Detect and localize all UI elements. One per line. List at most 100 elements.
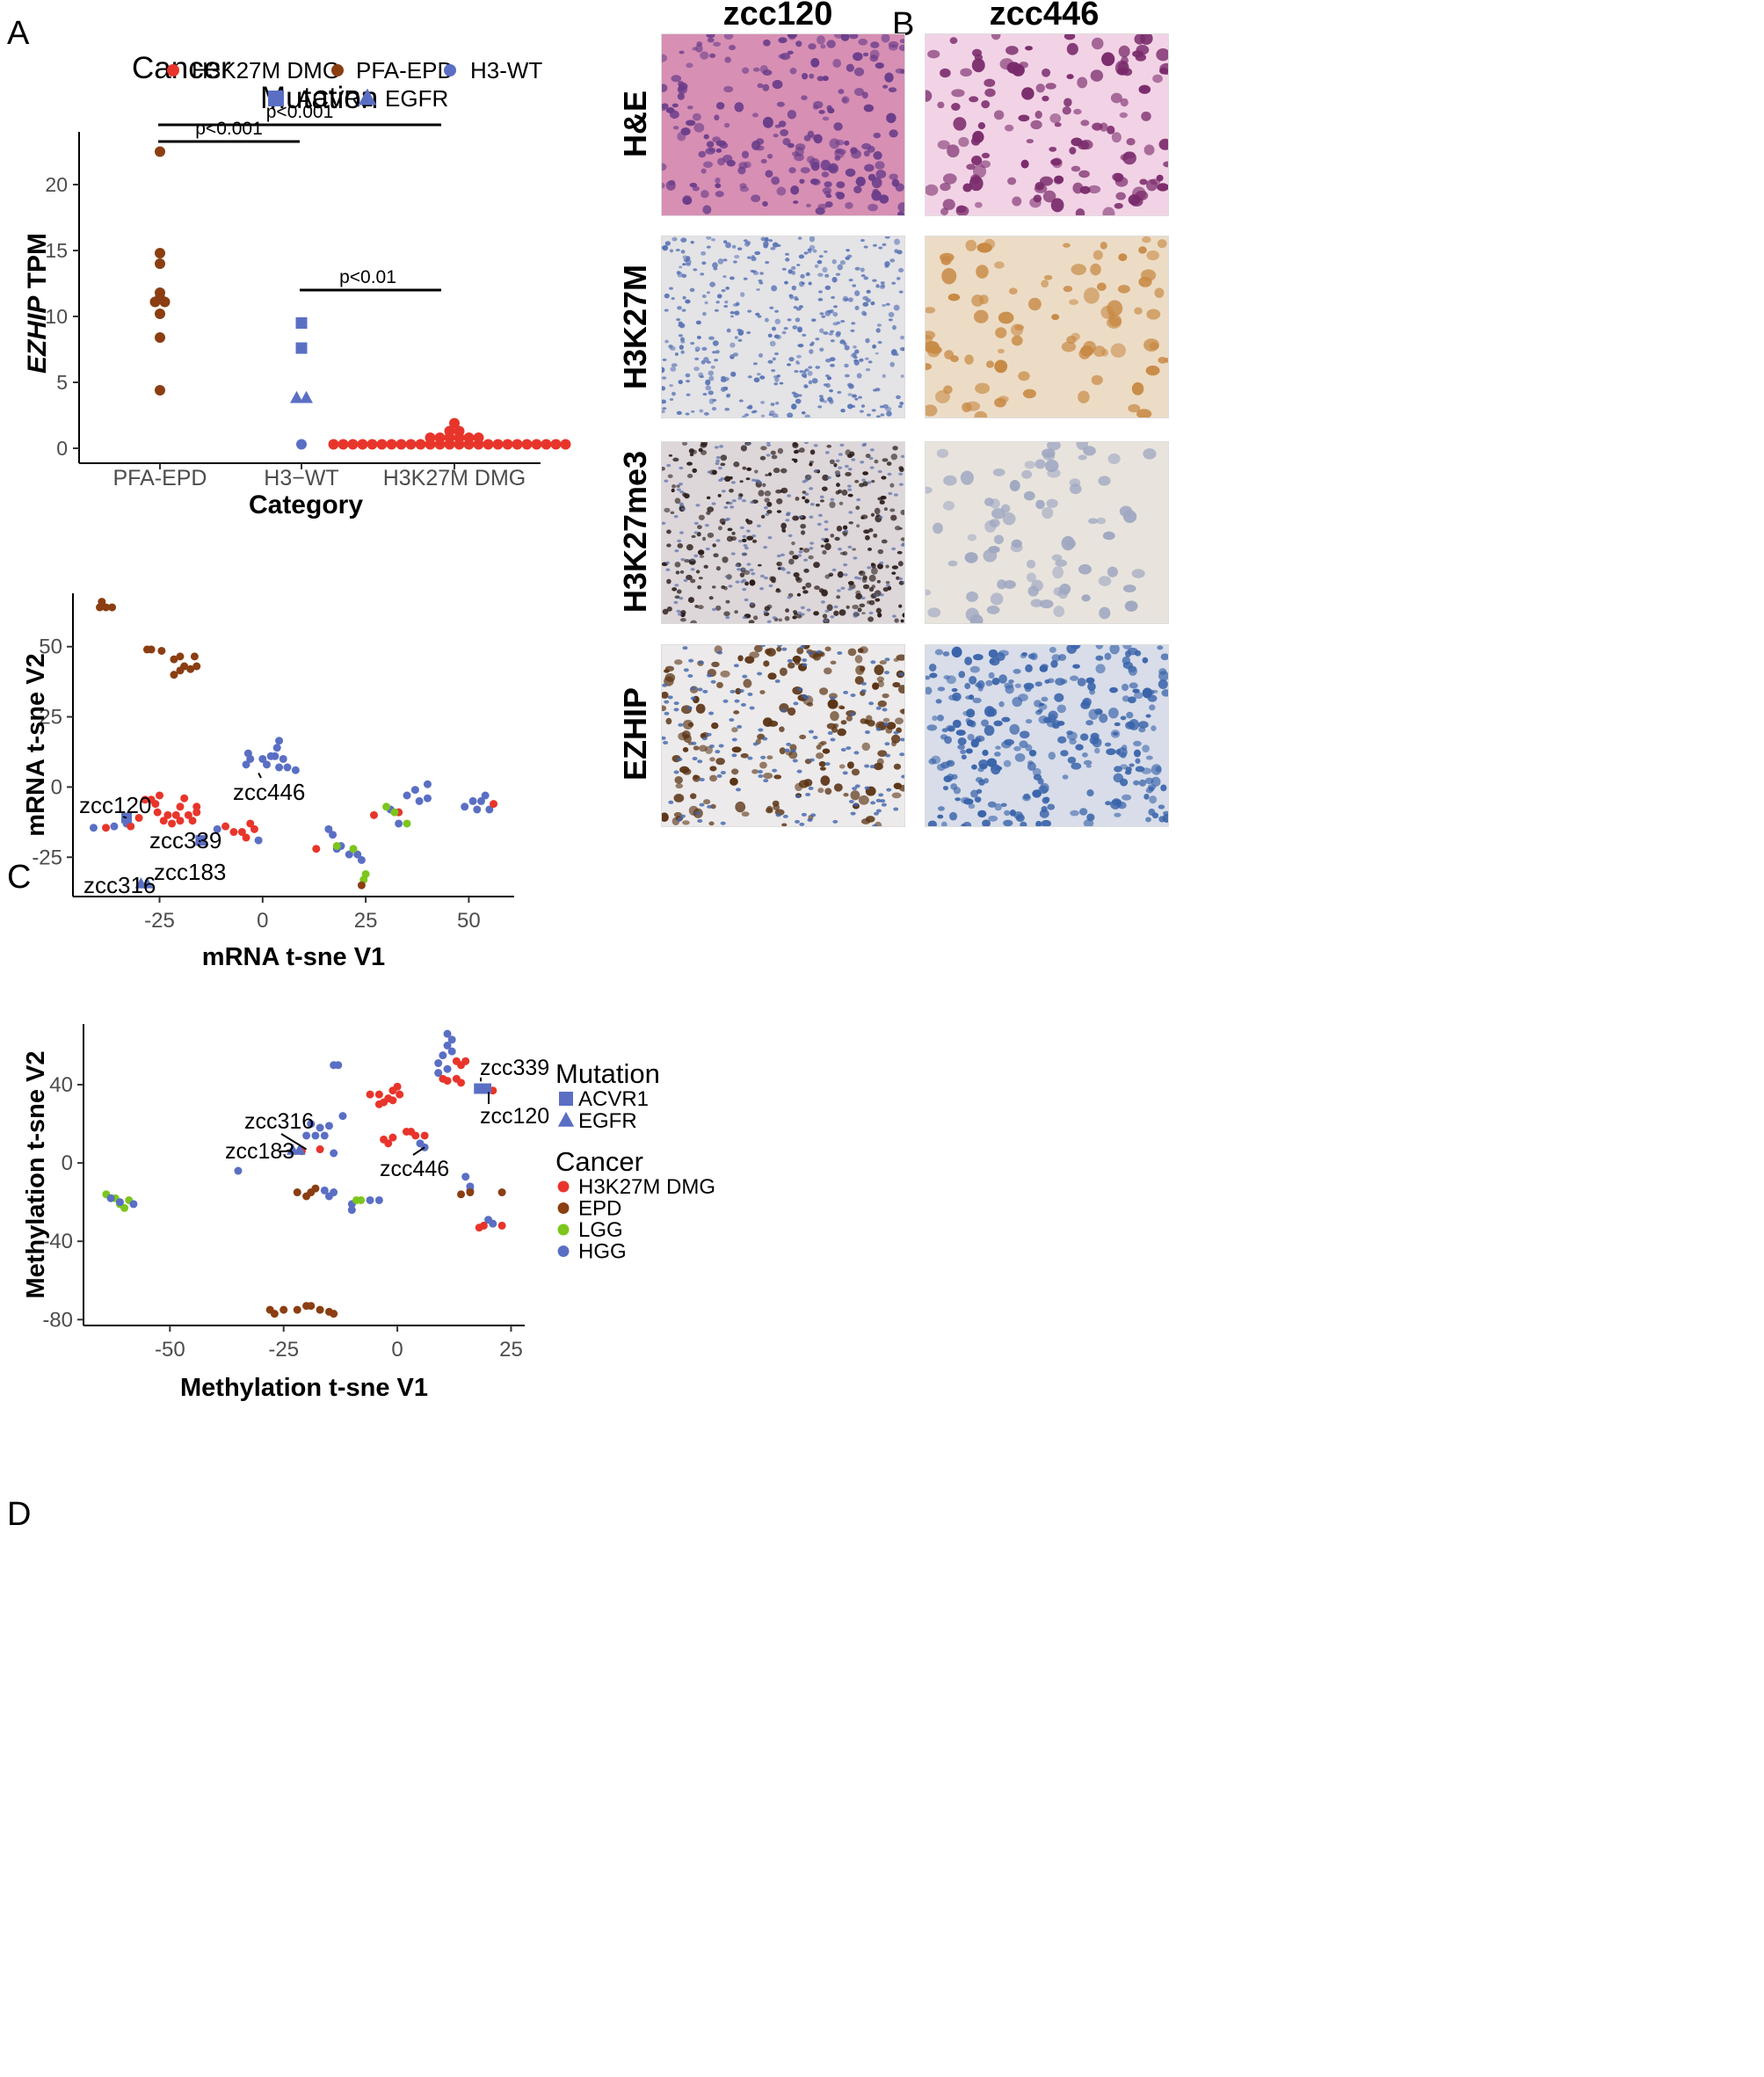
cell-nucleus bbox=[742, 674, 748, 679]
cell-nucleus bbox=[785, 519, 790, 522]
cell-nucleus bbox=[844, 529, 849, 533]
cell-nucleus bbox=[1122, 585, 1136, 593]
cell-nucleus bbox=[1011, 539, 1022, 548]
data-point bbox=[155, 258, 165, 269]
cell-nucleus bbox=[678, 321, 683, 325]
cell-nucleus bbox=[1145, 755, 1153, 760]
cell-nucleus bbox=[664, 561, 670, 564]
cell-nucleus bbox=[1144, 777, 1154, 785]
cell-nucleus bbox=[861, 91, 868, 99]
cell-nucleus bbox=[882, 708, 888, 712]
histology-image bbox=[661, 236, 905, 418]
cell-nucleus bbox=[798, 515, 803, 519]
cell-nucleus bbox=[1056, 704, 1066, 714]
cell-nucleus bbox=[984, 88, 996, 98]
cell-nucleus bbox=[855, 177, 866, 186]
cell-nucleus bbox=[767, 472, 773, 476]
cell-nucleus bbox=[877, 340, 882, 345]
cell-nucleus bbox=[926, 184, 939, 196]
cell-nucleus bbox=[774, 318, 781, 324]
cell-nucleus bbox=[780, 128, 789, 136]
cell-nucleus bbox=[698, 660, 704, 664]
cell-nucleus bbox=[776, 186, 787, 196]
cell-nucleus bbox=[1034, 110, 1042, 120]
cell-nucleus bbox=[861, 612, 866, 615]
cell-nucleus bbox=[844, 374, 850, 378]
cell-nucleus bbox=[1001, 740, 1012, 749]
cell-nucleus bbox=[731, 531, 736, 535]
annotation-label: zcc183 bbox=[154, 859, 226, 885]
data-point bbox=[338, 1112, 347, 1121]
cell-nucleus bbox=[1086, 789, 1094, 797]
cell-nucleus bbox=[712, 543, 716, 548]
cell-nucleus bbox=[795, 40, 802, 47]
cell-nucleus bbox=[944, 350, 955, 359]
cell-nucleus bbox=[693, 554, 699, 558]
cell-nucleus bbox=[686, 706, 693, 710]
cell-nucleus bbox=[750, 500, 755, 505]
cell-nucleus bbox=[849, 451, 855, 457]
data-point bbox=[439, 1074, 447, 1083]
cell-nucleus bbox=[764, 490, 772, 497]
cell-nucleus bbox=[1008, 679, 1014, 684]
cell-nucleus bbox=[897, 211, 904, 215]
cell-nucleus bbox=[850, 811, 856, 816]
cell-nucleus bbox=[717, 650, 723, 655]
cell-nucleus bbox=[899, 737, 904, 742]
cell-nucleus bbox=[848, 800, 854, 804]
cell-nucleus bbox=[1142, 657, 1149, 664]
cell-nucleus bbox=[877, 469, 882, 474]
cell-nucleus bbox=[752, 742, 759, 746]
cell-nucleus bbox=[751, 572, 756, 576]
cell-nucleus bbox=[773, 774, 782, 780]
data-point bbox=[155, 332, 165, 343]
cell-nucleus bbox=[786, 742, 792, 746]
data-point bbox=[492, 439, 504, 450]
cell-nucleus bbox=[692, 468, 698, 473]
cell-nucleus bbox=[880, 495, 887, 500]
cell-nucleus bbox=[758, 352, 764, 358]
cell-nucleus bbox=[731, 737, 737, 742]
cell-nucleus bbox=[664, 309, 669, 312]
cell-nucleus bbox=[763, 545, 768, 549]
data-point bbox=[461, 802, 469, 811]
cell-nucleus bbox=[715, 605, 722, 611]
cell-nucleus bbox=[809, 541, 815, 545]
cell-nucleus bbox=[853, 751, 860, 755]
cell-nucleus bbox=[1075, 208, 1085, 215]
cell-nucleus bbox=[737, 539, 743, 543]
cell-nucleus bbox=[976, 243, 992, 253]
cell-nucleus bbox=[827, 107, 835, 114]
cell-nucleus bbox=[1078, 170, 1090, 178]
data-point bbox=[396, 439, 407, 450]
cell-nucleus bbox=[715, 350, 720, 354]
mutation-point bbox=[481, 1083, 492, 1094]
cell-nucleus bbox=[741, 150, 750, 159]
cell-nucleus bbox=[827, 309, 832, 314]
cell-nucleus bbox=[681, 273, 687, 279]
cell-nucleus bbox=[751, 194, 761, 203]
cell-nucleus bbox=[877, 700, 888, 708]
cell-nucleus bbox=[772, 800, 780, 807]
data-point bbox=[192, 802, 201, 811]
cell-nucleus bbox=[731, 498, 737, 503]
cell-nucleus bbox=[817, 788, 824, 794]
cell-nucleus bbox=[685, 373, 691, 378]
cell-nucleus bbox=[819, 687, 829, 695]
cell-nucleus bbox=[734, 699, 740, 703]
cell-nucleus bbox=[1034, 709, 1042, 715]
cell-nucleus bbox=[684, 493, 690, 499]
cell-nucleus bbox=[709, 281, 716, 287]
cell-nucleus bbox=[860, 273, 866, 278]
cell-nucleus bbox=[801, 812, 807, 817]
data-point bbox=[374, 1195, 383, 1204]
cell-nucleus bbox=[796, 614, 802, 619]
cell-nucleus bbox=[690, 686, 696, 691]
cell-nucleus bbox=[824, 451, 830, 454]
cell-nucleus bbox=[1115, 749, 1122, 755]
data-point bbox=[415, 796, 424, 805]
cell-nucleus bbox=[673, 701, 679, 706]
cell-nucleus bbox=[751, 539, 758, 543]
cell-nucleus bbox=[1069, 147, 1077, 155]
